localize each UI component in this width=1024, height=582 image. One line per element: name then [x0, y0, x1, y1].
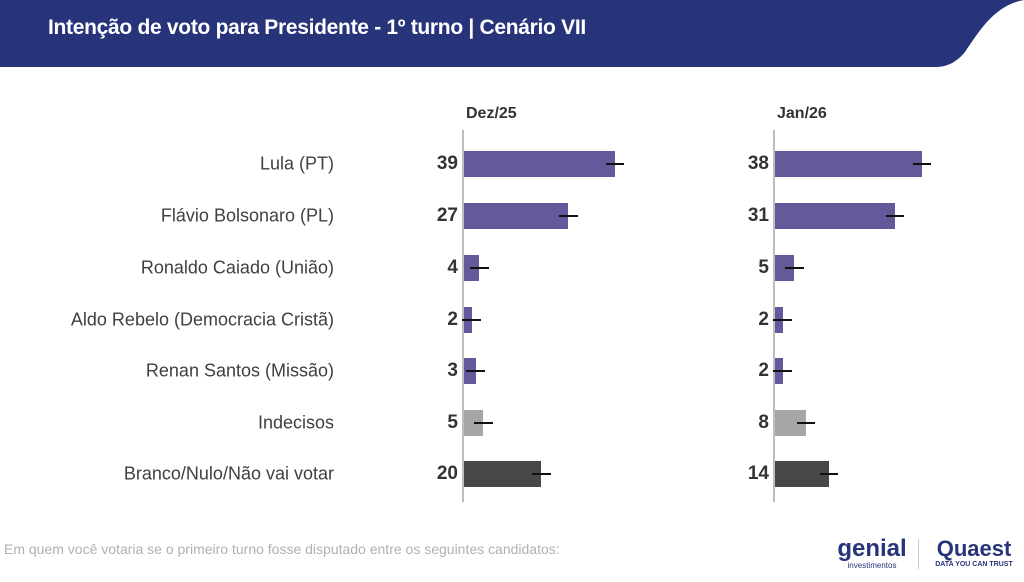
genial-logo: genial investimentos [837, 535, 907, 571]
error-bar [559, 215, 578, 217]
bar [464, 203, 569, 229]
category-label: Lula (PT) [259, 153, 334, 174]
series-title: Dez/25 [466, 105, 517, 122]
bar [775, 203, 895, 229]
error-bar [819, 473, 839, 475]
error-bar [773, 370, 792, 372]
value-label: 39 [436, 153, 458, 174]
error-bar [912, 163, 932, 165]
bar [464, 151, 615, 177]
bar [464, 461, 542, 487]
error-bar [885, 215, 905, 217]
category-label: Ronaldo Caiado (União) [140, 257, 334, 278]
error-bar [605, 163, 625, 165]
error-bar [796, 422, 816, 424]
value-label: 20 [436, 463, 458, 484]
category-label: Indecisos [257, 412, 334, 433]
error-bar [462, 319, 481, 321]
bar [464, 410, 484, 436]
value-label: 2 [758, 309, 769, 330]
error-bar [773, 319, 792, 321]
bar [775, 255, 795, 281]
value-label: 2 [447, 309, 458, 330]
footnote: Em quem você votaria se o primeiro turno… [4, 541, 560, 557]
value-label: 27 [436, 205, 458, 226]
bar [775, 151, 923, 177]
header-banner [0, 0, 1024, 67]
category-label: Aldo Rebelo (Democracia Cristã) [70, 309, 334, 330]
category-label: Renan Santos (Missão) [145, 360, 334, 381]
series-title: Jan/26 [777, 105, 827, 122]
category-label: Branco/Nulo/Não vai votar [123, 463, 334, 484]
value-label: 38 [747, 153, 769, 174]
axis-line [773, 130, 775, 502]
axis-line [462, 130, 464, 502]
error-bar [532, 473, 551, 475]
value-label: 5 [447, 412, 458, 433]
value-label: 31 [747, 205, 769, 226]
value-label: 4 [447, 257, 458, 278]
error-bar [466, 370, 485, 372]
value-label: 14 [747, 463, 769, 484]
category-label: Flávio Bolsonaro (PL) [160, 205, 334, 226]
value-label: 5 [758, 257, 769, 278]
value-label: 8 [758, 412, 769, 433]
error-bar [474, 422, 493, 424]
error-bar [785, 267, 804, 269]
value-label: 2 [758, 360, 769, 381]
quaest-logo: Quaest DATA YOU CAN TRUST [935, 536, 1013, 569]
error-bar [470, 267, 489, 269]
value-label: 3 [447, 360, 458, 381]
page-title: Intenção de voto para Presidente - 1º tu… [48, 16, 586, 39]
